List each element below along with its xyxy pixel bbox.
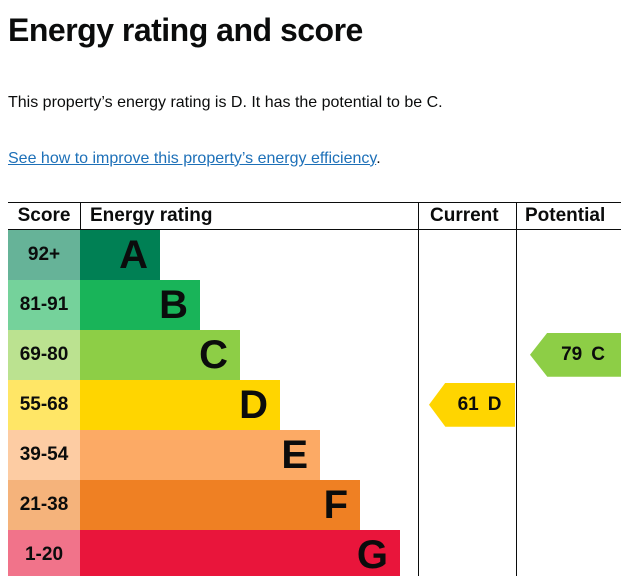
band-row-e: 39-54 E	[8, 429, 621, 480]
band-row-c: 69-80 C	[8, 329, 621, 380]
band-d-bar: D	[80, 379, 280, 430]
header-current: Current	[430, 204, 499, 226]
band-row-a: 92+ A	[8, 229, 621, 280]
current-column-divider-line	[418, 202, 419, 576]
chart-header: Score Energy rating Current Potential	[8, 203, 621, 230]
band-c-score-range: 69-80	[8, 329, 80, 380]
energy-rating-chart: Score Energy rating Current Potential 92…	[8, 201, 621, 576]
band-e-bar: E	[80, 429, 320, 480]
header-potential: Potential	[525, 204, 606, 226]
band-g-score-range: 1-20	[8, 529, 80, 576]
header-score: Score	[17, 204, 71, 226]
page-title: Energy rating and score	[8, 12, 363, 48]
potential-rating-marker: 79 C	[530, 332, 621, 377]
band-row-f: 21-38 F	[8, 479, 621, 530]
band-row-g: 1-20 G	[8, 529, 621, 576]
band-g-bar: G	[80, 529, 400, 576]
band-a-score-range: 92+	[8, 229, 80, 280]
potential-rating-letter: C	[591, 343, 605, 365]
improve-link-row: See how to improve this property’s energ…	[8, 150, 621, 168]
band-f-score-range: 21-38	[8, 479, 80, 530]
header-energy-rating: Energy rating	[90, 204, 213, 226]
potential-rating-score: 79	[561, 343, 583, 365]
current-rating-marker: 61 D	[429, 382, 515, 427]
current-rating-letter: D	[487, 393, 502, 415]
band-c-bar: C	[80, 329, 240, 380]
header-score-divider-line	[80, 202, 81, 229]
improve-efficiency-link[interactable]: See how to improve this property’s energ…	[8, 149, 377, 167]
current-rating-score: 61	[457, 393, 479, 415]
band-a-bar: A	[80, 229, 160, 280]
band-b-bar: B	[80, 279, 200, 330]
band-row-d: 55-68 D	[8, 379, 621, 430]
potential-column-divider-line	[516, 202, 517, 576]
improve-link-suffix: .	[376, 149, 381, 167]
band-row-b: 81-91 B	[8, 279, 621, 330]
intro-text: This property’s energy rating is D. It h…	[8, 94, 443, 111]
band-d-score-range: 55-68	[8, 379, 80, 430]
band-e-score-range: 39-54	[8, 429, 80, 480]
band-b-score-range: 81-91	[8, 279, 80, 330]
band-f-bar: F	[80, 479, 360, 530]
